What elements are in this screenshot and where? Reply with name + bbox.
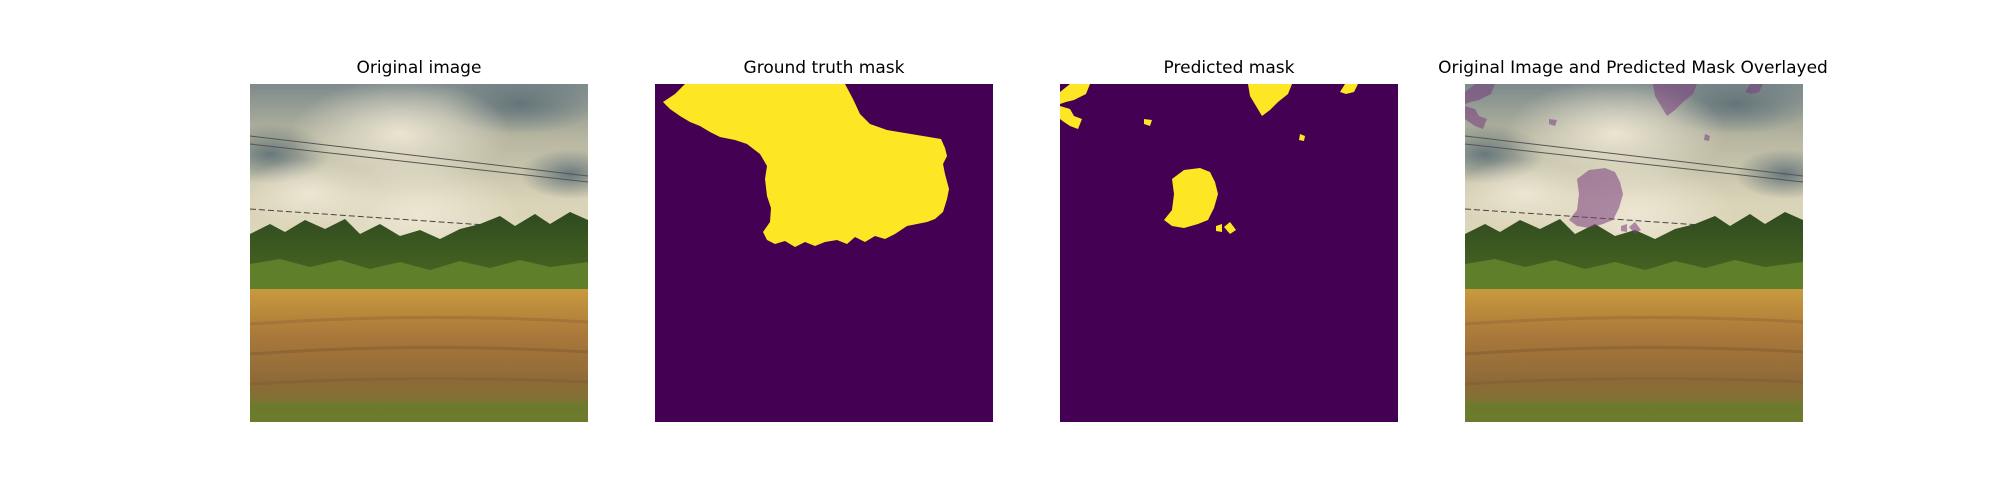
panel-title-overlay: Original Image and Predicted Mask Overla… [1438,58,1828,78]
overlay-image-panel [1465,84,1803,422]
predicted-mask-panel [1060,84,1398,422]
ground-truth-mask-image [655,84,993,422]
panel-title-predicted: Predicted mask [1163,58,1295,78]
original-image-panel [250,84,588,422]
panel-title-ground-truth: Ground truth mask [743,58,905,78]
predicted-mask-overlay [1465,84,1763,234]
landscape-image [250,84,588,422]
overlay-image [1465,84,1803,422]
panel-title-original: Original image [356,58,482,78]
predicted-mask-image [1060,84,1398,422]
ground-truth-mask-panel [655,84,993,422]
